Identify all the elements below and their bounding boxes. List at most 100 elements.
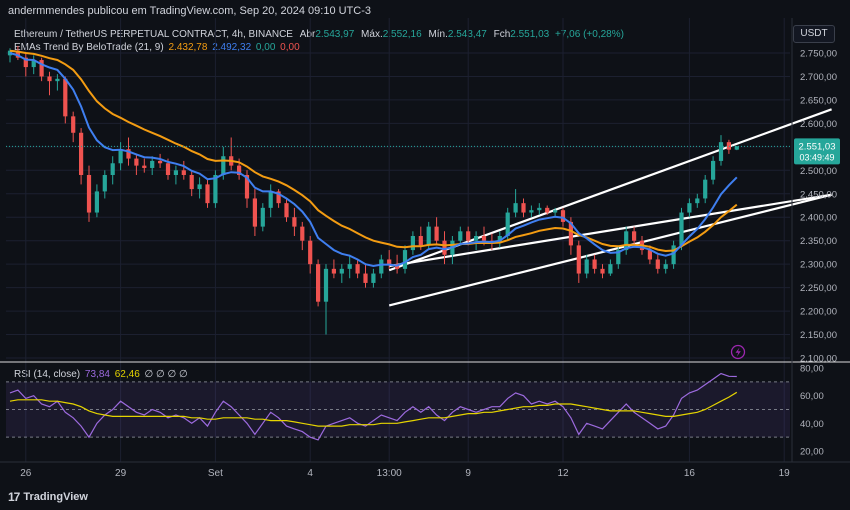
candle-body [647,250,652,260]
open-value: 2.543,97 [315,29,355,40]
rsi-extra-values: ∅ ∅ ∅ ∅ [144,369,188,380]
candle-body [624,231,629,251]
candle-body [679,212,684,246]
candle-body [529,210,534,213]
close-value: 2.551,03 [510,29,550,40]
price-badge-price: 2.551,03 [799,141,836,152]
candle-body [726,142,731,150]
candle-body [671,245,676,265]
candle-body [323,268,329,302]
price-axis-label: 2.200,00 [800,307,837,318]
candle-body [316,264,321,302]
candle-body [734,146,739,150]
ema-fast-line [9,52,738,268]
candle-body [592,259,597,269]
rsi-ma-line [9,391,738,427]
candle-body [371,273,376,283]
flash-icon[interactable] [730,344,746,360]
candle-body [584,259,589,274]
candle-body [513,203,518,213]
candle-body [126,149,131,159]
candle-body [15,50,20,58]
candle-body [86,175,92,213]
price-axis-label: 2.750,00 [800,49,837,60]
candle-body [474,236,479,241]
candle-body [260,207,265,227]
time-axis-label: 19 [779,468,791,479]
candle-body [292,217,297,227]
candle-body [553,210,558,213]
candle-body [197,184,202,190]
candle-body [355,264,360,274]
candle-body [213,175,218,204]
candle-body [347,264,352,269]
candle-body [165,163,171,175]
ema-label[interactable]: EMAs Trend By BeloTrade (21, 9) [14,42,164,53]
price-axis-label: 2.450,00 [800,189,837,200]
time-axis-label: 13:00 [377,468,402,479]
time-axis-label: 29 [115,468,127,479]
candle-body [608,264,613,274]
candle-body [663,264,668,269]
publisher-line: andermmendes publicou em TradingView.com… [8,5,372,17]
trendline-3 [389,193,832,268]
candle-body [142,165,147,168]
candle-body [244,175,250,199]
price-axis-label: 2.650,00 [800,95,837,106]
candle-body [79,132,84,175]
price-badge-bg [794,138,840,165]
trendlines [388,108,832,307]
candle-body [102,175,107,192]
candle-body [695,198,700,204]
candle-body [134,158,139,166]
candle-body [560,210,566,222]
open-label: Abr [299,29,316,40]
ema-value-1: 2.432,78 [168,42,208,53]
candle-body [55,78,60,82]
high-label: Máx. [361,29,383,40]
price-axis-label: 2.300,00 [800,260,837,271]
price-axis-label: 2.150,00 [800,330,837,341]
candle-body [687,203,692,213]
time-axis-label: 4 [307,468,313,479]
candle-body [521,203,526,213]
candle-body [331,268,336,274]
low-value: 2.543,47 [447,29,487,40]
candle-body [718,142,724,161]
ema-value-4: 0,00 [280,42,300,53]
currency-button[interactable]: USDT [793,25,835,43]
rsi-legend: RSI (14, close) 73,84 62,46 ∅ ∅ ∅ ∅ [14,369,188,380]
change-value: +7,06 (+0,28%) [555,29,624,40]
candle-body [458,231,463,241]
rsi-line [9,372,737,441]
ema-lines [9,49,738,268]
ema-value-2: 2.492,32 [212,42,252,53]
ema-legend-row: EMAs Trend By BeloTrade (21, 9) 2.432,78… [14,41,624,54]
price-axis-label: 2.400,00 [800,213,837,224]
candle-body [418,236,423,246]
candle-body [71,116,76,133]
chart-legend: Ethereum / TetherUS PERPETUAL CONTRACT, … [14,28,624,54]
rsi-axis-label: 60,00 [800,391,824,402]
time-axis-label: 9 [465,468,471,479]
rsi-value-2: 62,46 [114,369,140,380]
candle-body [94,191,99,213]
symbol-title[interactable]: Ethereum / TetherUS PERPETUAL CONTRACT, … [14,29,293,40]
rsi-band [6,381,790,438]
candle-body [632,231,637,241]
candle-body [363,273,368,283]
candle-body [537,207,542,211]
tradingview-brand[interactable]: 17 TradingView [8,490,88,504]
price-axis-label: 2.700,00 [800,72,837,83]
ema-value-3: 0,00 [255,42,276,53]
rsi-value-1: 73,84 [84,369,110,380]
price-legend-row: Ethereum / TetherUS PERPETUAL CONTRACT, … [14,28,624,41]
time-axis-label: 26 [20,468,32,479]
price-axis-label: 2.100,00 [800,354,837,365]
candle-body [379,259,384,274]
candle-body [481,236,487,241]
rsi-label[interactable]: RSI (14, close) [14,369,81,380]
rsi-axis-label: 40,00 [800,419,824,430]
